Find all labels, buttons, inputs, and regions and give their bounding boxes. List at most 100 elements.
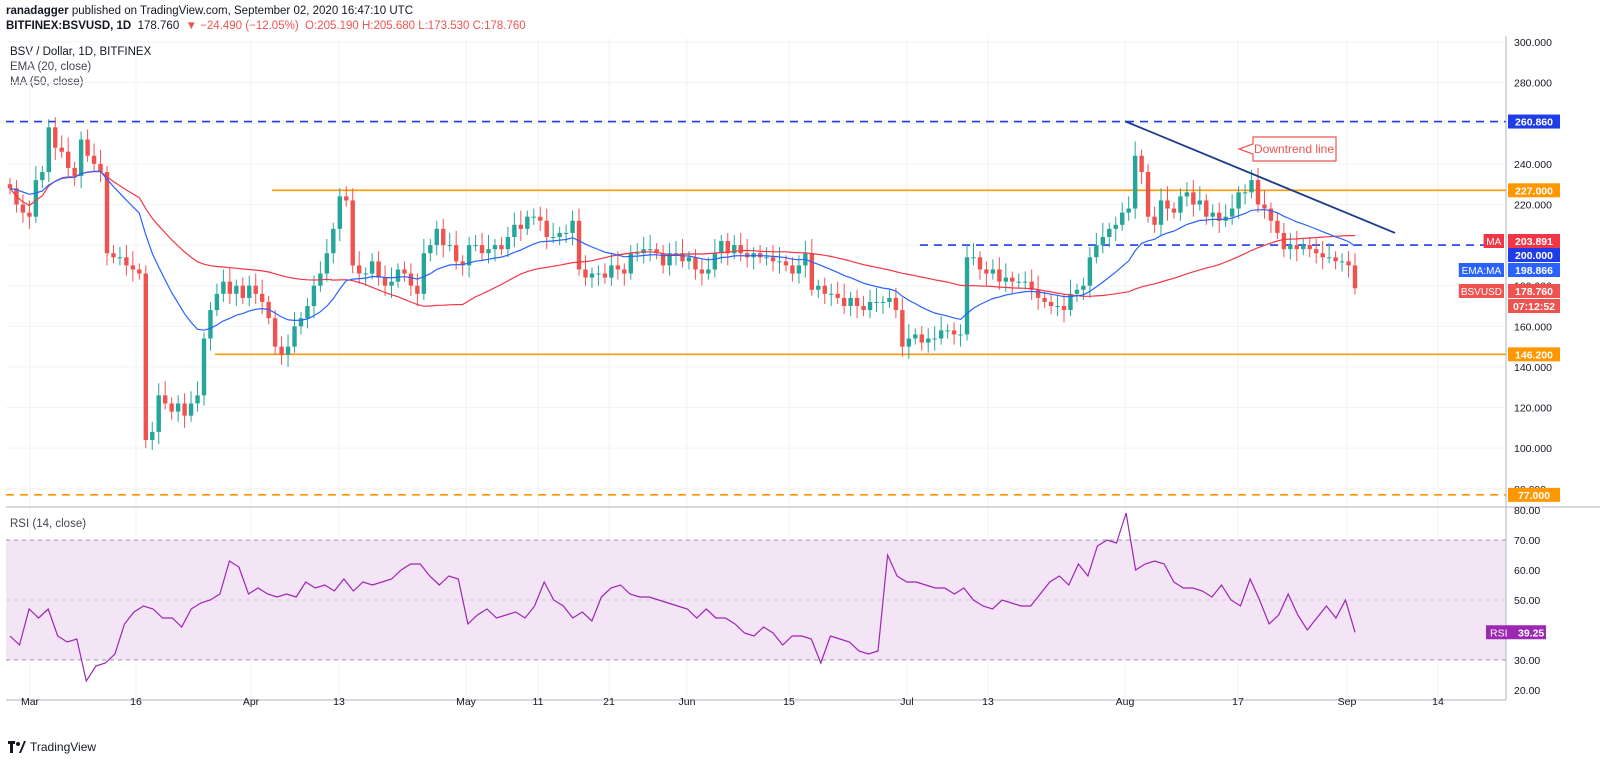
price-badge — [1508, 234, 1560, 248]
candle-body — [137, 269, 142, 274]
price-badge-value: 203.891 — [1515, 236, 1553, 248]
candle-body — [531, 216, 536, 218]
candle-body — [647, 249, 653, 251]
candle-body — [635, 253, 640, 255]
candle-body — [829, 293, 834, 295]
candle-body — [1288, 245, 1293, 250]
candle-body — [356, 265, 362, 274]
candle-body — [1268, 208, 1274, 221]
symbol-name[interactable]: BITFINEX:BSVUSD, 1D — [6, 20, 132, 32]
candle-body — [363, 273, 368, 275]
level-badge-label: 227.000 — [1515, 185, 1553, 197]
series-legend-title[interactable]: BSV / Dollar, 1D, BITFINEX — [10, 46, 152, 58]
price-badge-tag-label: BSVUSD — [1461, 287, 1502, 298]
candle-body — [525, 216, 530, 229]
rsi-tick-label: 70.00 — [1514, 535, 1540, 547]
candle-body — [977, 257, 983, 270]
candle-body — [447, 245, 452, 247]
rsi-tick-label: 20.00 — [1514, 685, 1540, 697]
candle-body — [221, 281, 226, 294]
candle-body — [1178, 196, 1183, 213]
candle-body — [1262, 204, 1267, 209]
candle-body — [841, 297, 847, 307]
rsi-tick-label: 30.00 — [1514, 655, 1540, 667]
candle-body — [124, 257, 129, 266]
author-name[interactable]: ranadagger — [6, 5, 69, 17]
candle-body — [712, 253, 718, 270]
candle-body — [867, 301, 873, 311]
ma-50-line — [9, 171, 1355, 307]
time-tick-label: Aug — [1116, 696, 1135, 708]
candle-body — [20, 204, 26, 213]
candle-body — [997, 269, 1002, 282]
candle-body — [1081, 285, 1086, 290]
candle-body — [130, 265, 136, 270]
price-tick-label: 120.000 — [1514, 403, 1552, 415]
candle-body — [790, 265, 795, 274]
candle-body — [906, 338, 912, 347]
time-tick-label: 15 — [783, 696, 795, 708]
candle-body — [1029, 281, 1034, 290]
candle-body — [602, 273, 608, 278]
price-chart[interactable]: 300.000280.000260.000240.000220.000200.0… — [0, 0, 1600, 740]
rsi-tick-label: 80.00 — [1514, 505, 1540, 517]
ema-20-line — [9, 170, 1356, 331]
level-badge — [1508, 114, 1560, 129]
price-badge-tag — [1458, 263, 1504, 277]
publish-line: ranadagger published on TradingView.com,… — [6, 5, 413, 17]
candle-body — [72, 167, 77, 177]
time-tick-label: Jun — [679, 696, 696, 708]
candle-body — [227, 281, 233, 294]
level-badge-label: 77.000 — [1518, 490, 1550, 502]
ohlc-values: O:205.190 H:205.680 L:173.530 C:178.760 — [305, 20, 526, 32]
candle-body — [1055, 306, 1060, 308]
candle-body — [1100, 236, 1106, 246]
candle-body — [699, 269, 705, 274]
candle-body — [1210, 212, 1215, 217]
candle-body — [369, 261, 375, 274]
candle-body — [169, 403, 174, 412]
candle-body — [596, 273, 601, 275]
candle-body — [1171, 208, 1177, 213]
candle-body — [732, 245, 737, 254]
downtrend-line — [1124, 120, 1396, 234]
candle-body — [182, 403, 187, 416]
candle-body — [156, 395, 161, 432]
candle-body — [1158, 200, 1164, 225]
time-tick-label: Mar — [21, 696, 40, 708]
candle-body — [492, 245, 498, 250]
moving-averages — [9, 170, 1356, 331]
level-badge — [1508, 347, 1560, 362]
rsi-legend[interactable]: RSI (14, close) — [10, 518, 87, 530]
candle-body — [1048, 301, 1054, 307]
tradingview-logo[interactable]: TradingView — [8, 740, 96, 754]
candle-body — [1339, 261, 1345, 263]
candle-body — [725, 241, 730, 254]
candle-body — [680, 253, 685, 262]
level-badge-label: 146.200 — [1515, 349, 1553, 361]
time-tick-label: 21 — [603, 696, 615, 708]
tradingview-icon — [8, 741, 26, 753]
candle-body — [738, 245, 743, 254]
candle-body — [1094, 245, 1099, 258]
candle-body — [1333, 257, 1338, 262]
price-badge — [1508, 248, 1560, 262]
downtrend-callout[interactable]: Downtrend line — [1237, 136, 1337, 162]
candle-body — [570, 220, 575, 233]
candle-body — [512, 224, 517, 237]
price-badge-tag-label: EMA:MA — [1462, 266, 1502, 277]
ma-legend[interactable]: MA (50, close) — [10, 76, 84, 88]
candle-body — [893, 297, 899, 311]
candle-body — [1197, 200, 1203, 205]
candle-body — [1236, 192, 1241, 209]
rsi-line — [9, 512, 1356, 683]
level-badge — [1508, 487, 1560, 502]
candle-body — [628, 253, 633, 274]
candle-body — [1023, 281, 1028, 283]
candle-body — [247, 285, 252, 298]
candle-body — [434, 228, 439, 246]
candle-body — [1184, 192, 1190, 197]
price-tick-label: 160.000 — [1514, 321, 1552, 333]
time-tick-label: Jul — [900, 696, 913, 708]
candle-body — [518, 224, 524, 229]
